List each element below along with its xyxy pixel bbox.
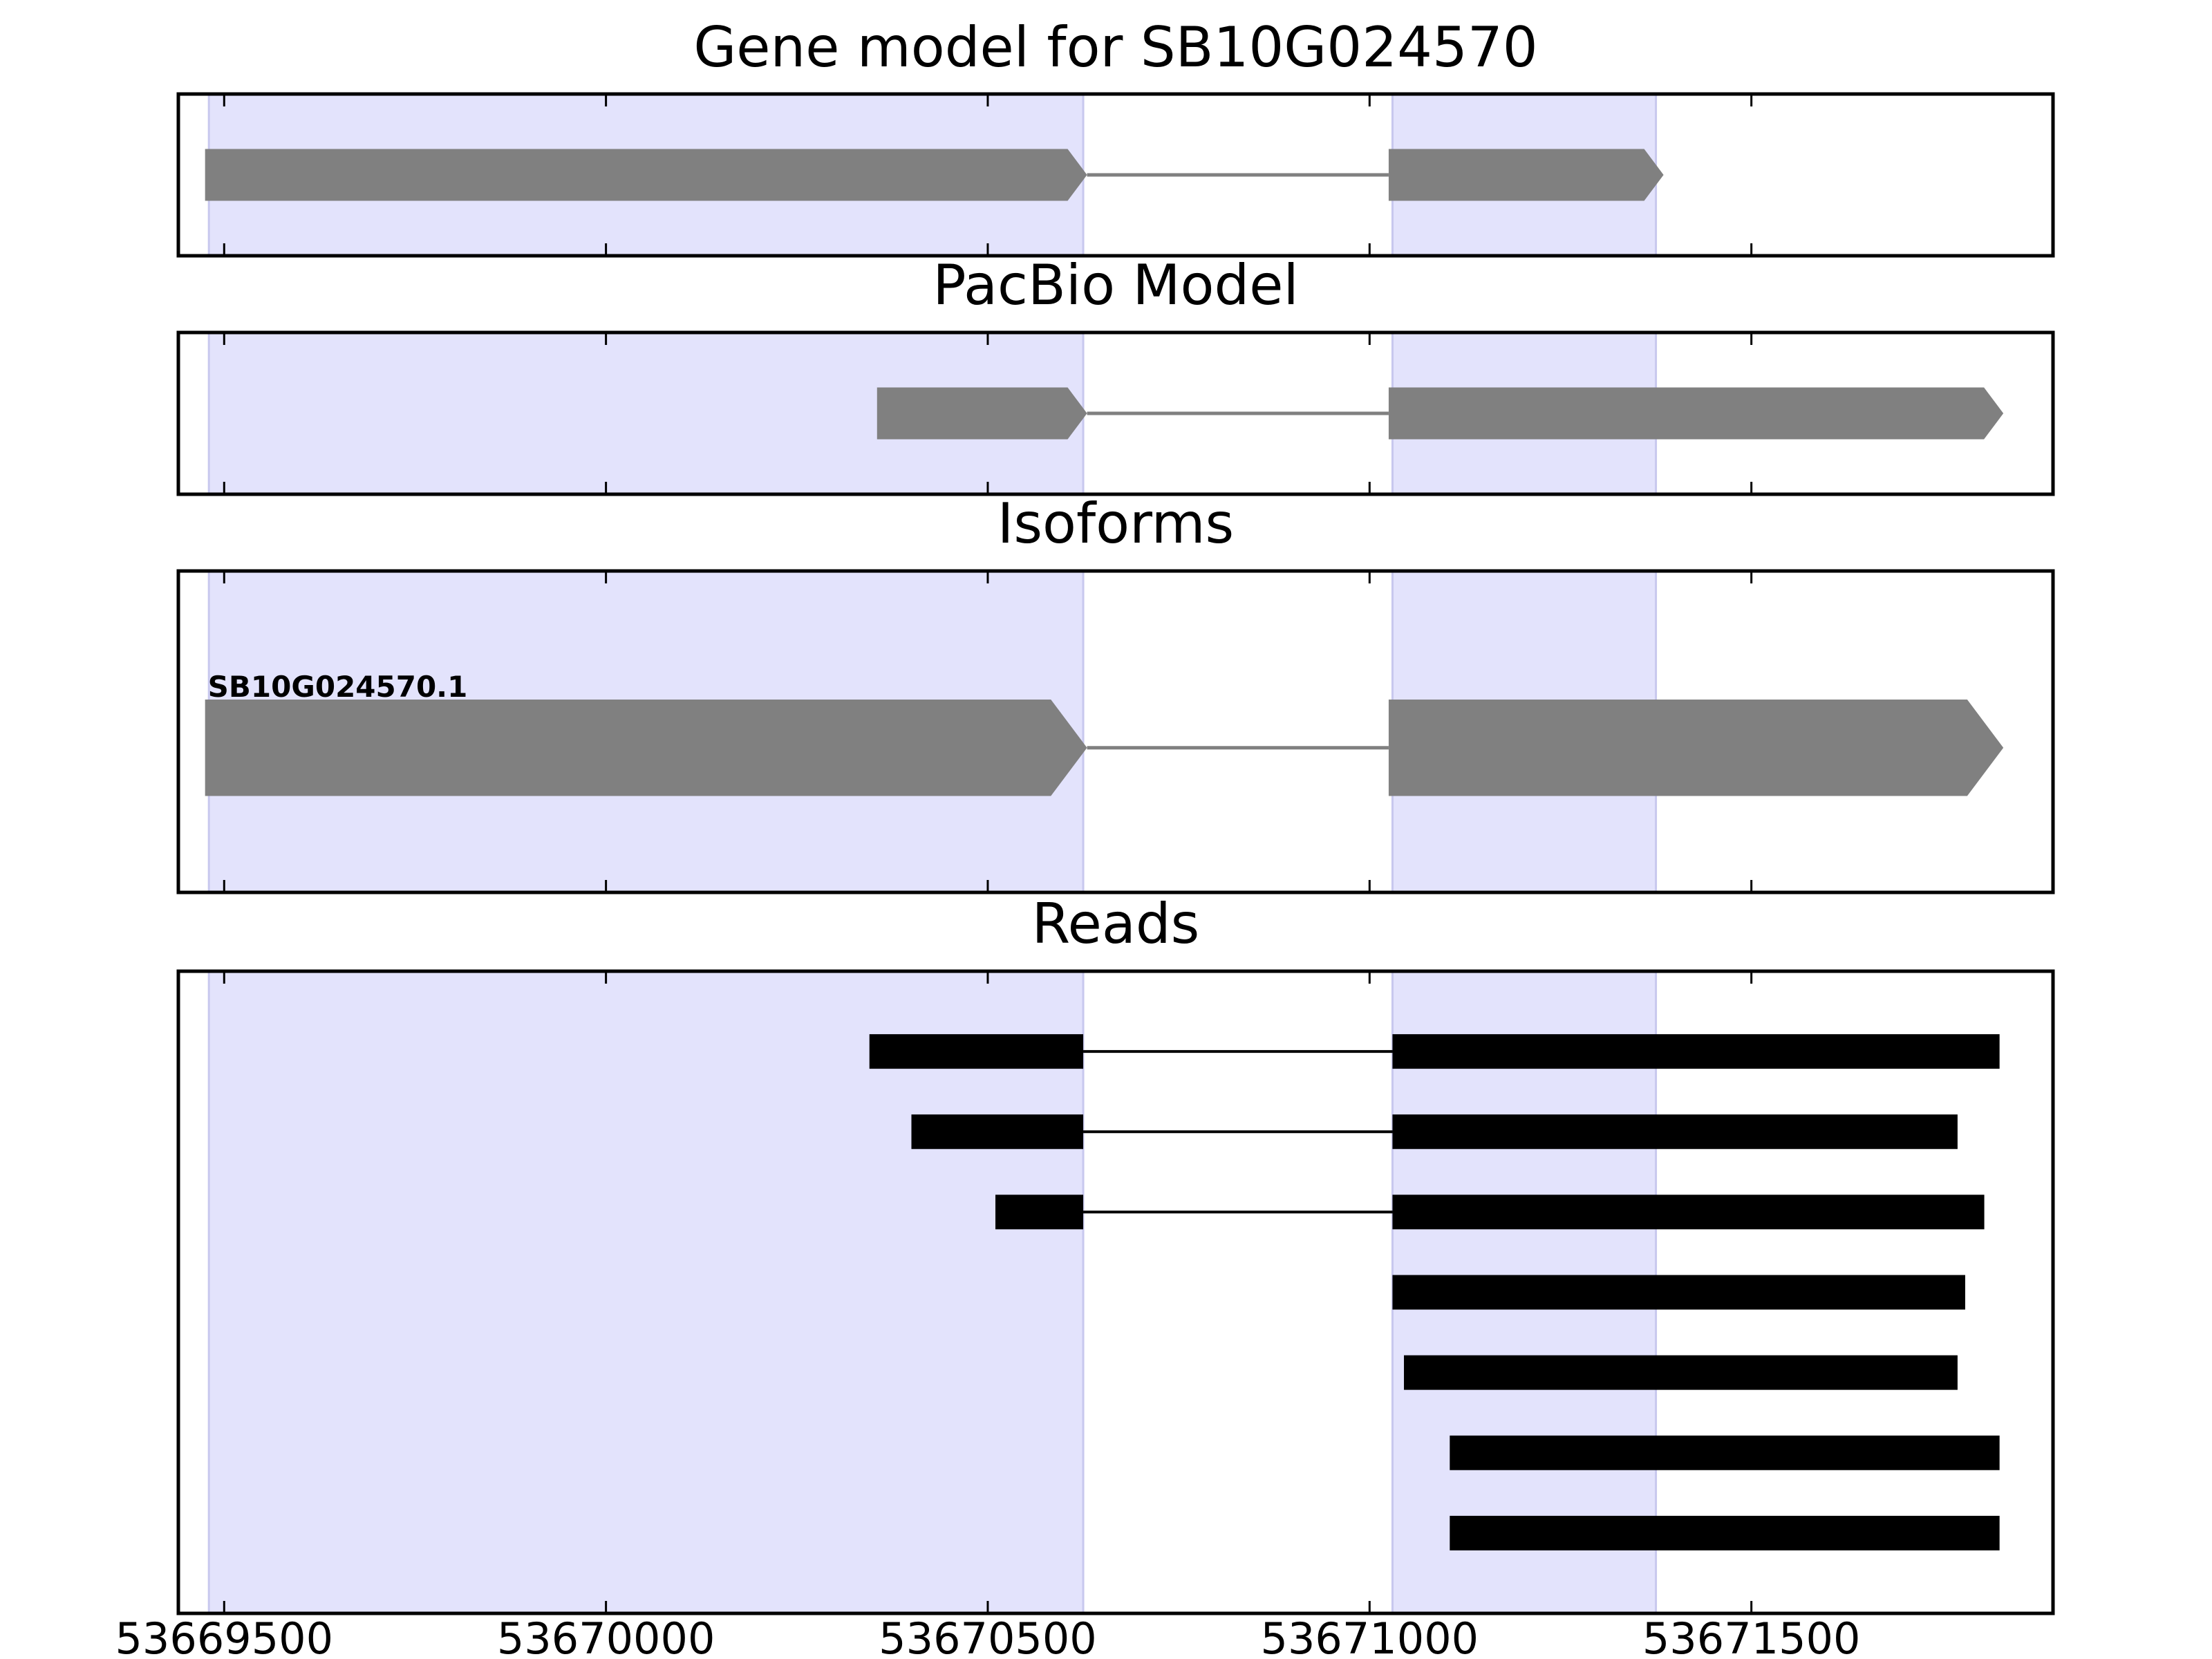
x-tick-label: 53671000 [1261,1613,1479,1659]
panel-title-pacbio-model: PacBio Model [932,253,1298,317]
panel-reads: Reads [176,892,2055,1615]
read-block [995,1194,1084,1230]
panel-frame-pacbio-model [176,330,2055,496]
read-block [1392,1034,2000,1069]
exon-block [205,700,1087,796]
panel-title-gene-model: Gene model for SB10G024570 [693,15,1537,79]
tick-marks-isoforms [223,571,1753,892]
read-block [1404,1355,1958,1390]
panel-title-reads: Reads [1032,892,1200,956]
exon-block [877,387,1087,440]
read-block [869,1034,1084,1069]
x-tick-label: 53670500 [879,1613,1097,1659]
tick-marks-gene-model [223,94,1753,256]
panel-frame-reads [176,969,2055,1615]
exon-block [1388,149,1664,201]
panel-frame-isoforms [176,569,2055,894]
exon-block [1388,700,2004,796]
read-block [911,1114,1084,1150]
isoform-label: SB10G024570.1 [208,670,468,704]
read-block [1392,1275,1965,1310]
panel-isoforms: Isoforms SB10G024570.1 [176,491,2055,894]
read-block [1450,1515,2000,1550]
exon-block [1388,387,2004,440]
read-block [1450,1435,2000,1470]
panel-title-isoforms: Isoforms [997,491,1234,556]
tick-marks-reads [223,971,1753,1613]
pacbio-model-track [877,387,2004,440]
panel-pacbio-model: PacBio Model [176,253,2055,496]
tick-marks-pacbio [223,332,1753,494]
x-tick-label: 53670000 [497,1613,715,1659]
x-axis-tick-labels: 53669500 53670000 53670500 53671000 53671500 [115,1613,1860,1659]
panel-frame-gene-model [176,92,2055,258]
exon-block [205,149,1087,201]
highlight-region [207,970,1085,1615]
highlight-regions-reads [207,970,1658,1615]
x-tick-label: 53671500 [1642,1613,1861,1659]
panel-gene-model: Gene model for SB10G024570 [176,15,2055,258]
isoforms-track: SB10G024570.1 [205,670,2004,796]
x-tick-label: 53669500 [115,1613,333,1659]
reads-track [869,1034,2000,1550]
gene-model-track [205,149,1664,201]
read-block [1392,1114,1958,1150]
read-block [1392,1194,1985,1230]
